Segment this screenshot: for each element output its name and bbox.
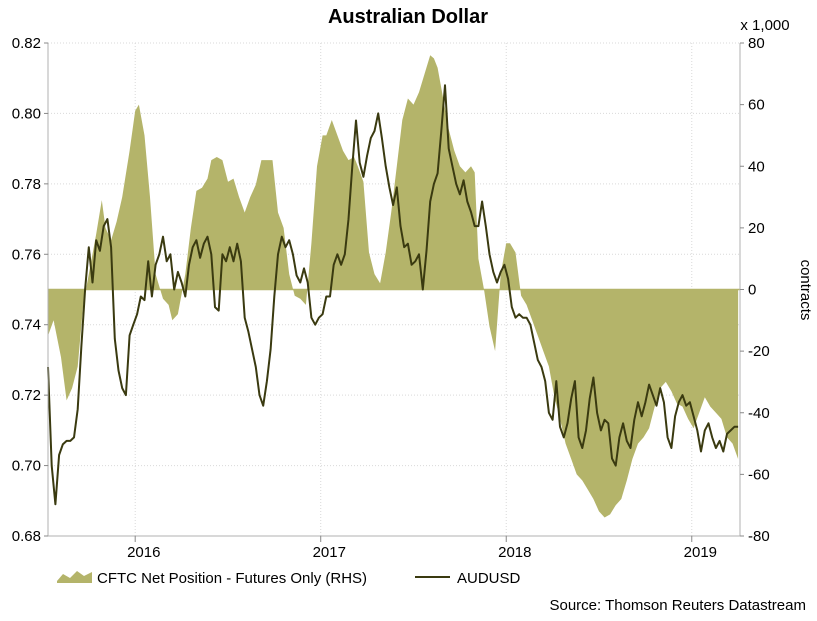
right-axis-label: contracts xyxy=(797,260,814,321)
cftc-net-position-area xyxy=(48,55,739,518)
x-axis: 2016 2017 2018 2019 xyxy=(127,536,717,561)
left-tick-label-3: 0.76 xyxy=(12,246,41,263)
audusd-line xyxy=(47,84,739,506)
x-tick-label-1: 2017 xyxy=(313,544,346,561)
right-tick-label-5: -20 xyxy=(748,343,770,360)
left-tick-label-7: 0.68 xyxy=(12,528,41,545)
legend-label-cftc: CFTC Net Position - Futures Only (RHS) xyxy=(97,570,367,587)
audusd-line-layer xyxy=(47,84,739,506)
right-tick-label-7: -60 xyxy=(748,466,770,483)
right-tick-label-4: 0 xyxy=(748,282,756,299)
source-note: Source: Thomson Reuters Datastream xyxy=(549,597,806,614)
legend: CFTC Net Position - Futures Only (RHS) A… xyxy=(57,570,521,587)
right-axis-unit: x 1,000 xyxy=(740,17,789,34)
left-tick-label-2: 0.78 xyxy=(12,176,41,193)
legend-area-swatch xyxy=(57,571,92,583)
x-tick-label-2: 2018 xyxy=(498,544,531,561)
left-tick-label-4: 0.74 xyxy=(12,317,41,334)
right-tick-label-3: 20 xyxy=(748,220,765,237)
x-tick-label-0: 2016 xyxy=(127,544,160,561)
right-tick-label-8: -80 xyxy=(748,528,770,545)
left-tick-label-5: 0.72 xyxy=(12,387,41,404)
right-tick-label-6: -40 xyxy=(748,405,770,422)
left-axis: 0.82 0.80 0.78 0.76 0.74 0.72 0.70 0.68 xyxy=(12,35,48,545)
cftc-area-layer xyxy=(48,55,739,518)
right-axis: 80 60 40 20 0 -20 -40 -60 -80 xyxy=(740,35,770,545)
chart-title: Australian Dollar xyxy=(328,6,488,28)
right-tick-label-2: 40 xyxy=(748,158,765,175)
x-tick-label-3: 2019 xyxy=(684,544,717,561)
left-tick-label-6: 0.70 xyxy=(12,458,41,475)
right-tick-label-0: 80 xyxy=(748,35,765,52)
left-tick-label-1: 0.80 xyxy=(12,105,41,122)
right-tick-label-1: 60 xyxy=(748,97,765,114)
legend-label-audusd: AUDUSD xyxy=(457,570,521,587)
left-tick-label-0: 0.82 xyxy=(12,35,41,52)
